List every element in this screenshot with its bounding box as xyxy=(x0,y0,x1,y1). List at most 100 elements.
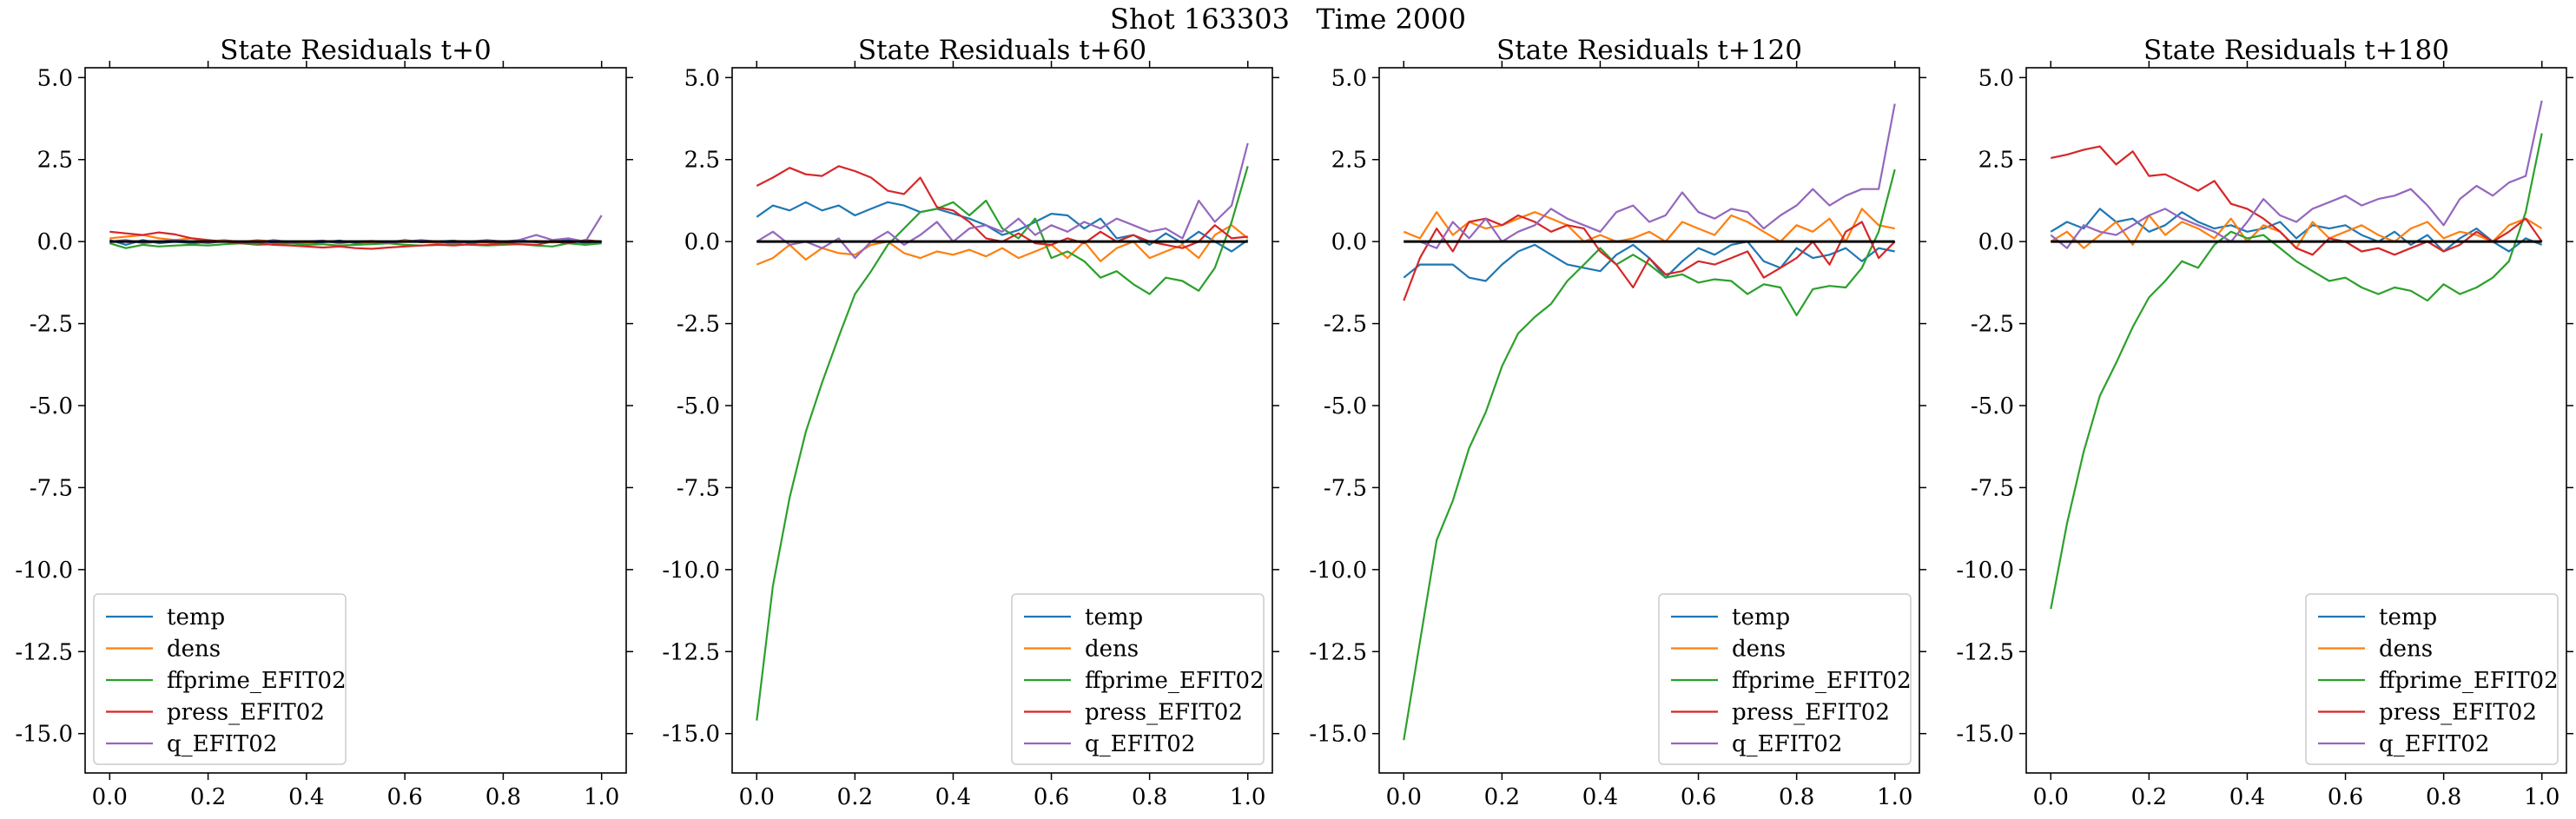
series-line-temp xyxy=(2050,208,2543,253)
chart-title: State Residuals t+180 xyxy=(2143,35,2449,66)
y-tick-label: 2.5 xyxy=(37,148,73,174)
legend-label: ffprime_EFIT02 xyxy=(167,668,347,694)
legend-label: ffprime_EFIT02 xyxy=(1732,668,1912,694)
y-tick-label: -2.5 xyxy=(677,312,720,338)
axes-frame xyxy=(731,67,1273,774)
legend-label: q_EFIT02 xyxy=(2379,731,2489,757)
y-tick-label: -7.5 xyxy=(1971,475,2014,501)
series-line-temp xyxy=(1403,241,1895,282)
y-tick-label: 0.0 xyxy=(684,229,720,255)
x-tick-label: 0.6 xyxy=(1681,784,1716,810)
legend-label: press_EFIT02 xyxy=(1732,700,1890,726)
x-tick-label: 0.2 xyxy=(190,784,226,810)
x-tick-label: 0.8 xyxy=(485,784,521,810)
y-tick-label: -5.0 xyxy=(1324,393,1367,419)
x-tick-label: 0.0 xyxy=(739,784,775,810)
plot-area xyxy=(756,142,1249,721)
legend-label: temp xyxy=(1732,604,1790,631)
axes-frame xyxy=(1378,67,1920,774)
x-tick-label: 0.6 xyxy=(386,784,422,810)
x-tick-label: 0.0 xyxy=(1386,784,1422,810)
chart-panel-3: State Residuals t+180 5.0 2.5 0.0 -2.5 -5.0 -7… xyxy=(1956,35,2573,810)
y-tick-label: 5.0 xyxy=(684,65,720,91)
y-tick-label: 2.5 xyxy=(684,148,720,174)
plot-area xyxy=(2050,100,2543,610)
series-line-ffprime_EFIT02 xyxy=(756,165,1249,721)
series-line-dens xyxy=(1403,208,1895,243)
x-tick-label: 1.0 xyxy=(1877,784,1912,810)
x-tick-label: 1.0 xyxy=(584,784,619,810)
x-tick-label: 0.6 xyxy=(1034,784,1069,810)
x-tick-label: 0.2 xyxy=(1484,784,1520,810)
x-tick-label: 0.8 xyxy=(2426,784,2461,810)
y-tick-label: 2.5 xyxy=(1978,148,2014,174)
x-tick-label: 0.8 xyxy=(1132,784,1167,810)
y-tick-label: -5.0 xyxy=(1971,393,2014,419)
y-tick-label: -5.0 xyxy=(677,393,720,419)
y-tick-label: -15.0 xyxy=(662,722,720,748)
legend-box xyxy=(93,593,347,765)
legend: temp dens ffprime_EFIT02 press_EFIT02 q_EFIT… xyxy=(93,593,347,765)
axes-frame xyxy=(2025,67,2567,774)
series-line-q_EFIT02 xyxy=(756,142,1249,260)
legend-box xyxy=(1658,593,1912,765)
y-tick-label: -2.5 xyxy=(1324,312,1367,338)
axes-frame xyxy=(84,67,627,774)
legend-label: q_EFIT02 xyxy=(1085,731,1195,757)
plot-area xyxy=(109,215,603,250)
legend-label: press_EFIT02 xyxy=(1085,700,1243,726)
series-line-dens xyxy=(756,224,1249,266)
y-tick-label: -10.0 xyxy=(1309,558,1367,584)
x-tick-label: 0.4 xyxy=(288,784,324,810)
x-tick-label: 1.0 xyxy=(1230,784,1265,810)
x-tick-label: 0.4 xyxy=(2229,784,2265,810)
y-tick-label: -12.5 xyxy=(1956,639,2014,665)
x-tick-label: 0.8 xyxy=(1779,784,1814,810)
chart-title: State Residuals t+120 xyxy=(1496,35,1802,66)
y-tick-label: -7.5 xyxy=(1324,475,1367,501)
legend-label: q_EFIT02 xyxy=(167,731,277,757)
chart-title: State Residuals t+0 xyxy=(220,35,491,66)
legend-label: dens xyxy=(1732,637,1786,663)
legend-label: temp xyxy=(2379,604,2437,631)
y-tick-label: 5.0 xyxy=(1331,65,1367,91)
x-tick-label: 0.2 xyxy=(837,784,873,810)
plot-area xyxy=(1403,103,1896,741)
y-tick-label: 5.0 xyxy=(1978,65,2014,91)
y-tick-label: -2.5 xyxy=(30,312,73,338)
chart-panel-0: State Residuals t+0 5.0 2.5 0.0 -2.5 -5.0 -7.5… xyxy=(15,35,633,810)
y-tick-label: -15.0 xyxy=(15,722,73,748)
y-tick-label: -10.0 xyxy=(15,558,73,584)
legend-label: temp xyxy=(1085,604,1143,631)
legend-label: dens xyxy=(167,637,221,663)
y-tick-label: -12.5 xyxy=(15,639,73,665)
legend: temp dens ffprime_EFIT02 press_EFIT02 q_EFIT… xyxy=(1011,593,1265,765)
y-tick-label: 0.0 xyxy=(1978,229,2014,255)
y-tick-label: -7.5 xyxy=(677,475,720,501)
chart-panel-2: State Residuals t+120 5.0 2.5 0.0 -2.5 -5.0 -7… xyxy=(1309,35,1926,810)
x-tick-label: 0.0 xyxy=(92,784,128,810)
y-tick-label: -12.5 xyxy=(662,639,720,665)
x-tick-label: 0.0 xyxy=(2033,784,2069,810)
y-tick-label: -15.0 xyxy=(1309,722,1367,748)
y-tick-label: -7.5 xyxy=(30,475,73,501)
y-tick-label: -12.5 xyxy=(1309,639,1367,665)
y-tick-label: -10.0 xyxy=(662,558,720,584)
legend-label: temp xyxy=(167,604,225,631)
series-line-ffprime_EFIT02 xyxy=(2050,133,2543,610)
x-tick-label: 0.2 xyxy=(2131,784,2167,810)
legend-box xyxy=(2305,593,2559,765)
x-tick-label: 0.6 xyxy=(2328,784,2363,810)
y-tick-label: -2.5 xyxy=(1971,312,2014,338)
legend-label: ffprime_EFIT02 xyxy=(1085,668,1265,694)
series-line-press_EFIT02 xyxy=(2051,145,2543,256)
y-tick-label: -5.0 xyxy=(30,393,73,419)
legend: temp dens ffprime_EFIT02 press_EFIT02 q_EFIT… xyxy=(2305,593,2559,765)
y-tick-label: -10.0 xyxy=(1956,558,2014,584)
legend-label: press_EFIT02 xyxy=(2379,700,2537,726)
legend-label: dens xyxy=(2379,637,2433,663)
x-tick-label: 1.0 xyxy=(2524,784,2559,810)
series-line-ffprime_EFIT02 xyxy=(1403,168,1896,741)
y-tick-label: 2.5 xyxy=(1331,148,1367,174)
